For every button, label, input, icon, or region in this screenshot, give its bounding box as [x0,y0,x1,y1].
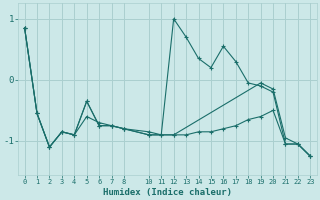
X-axis label: Humidex (Indice chaleur): Humidex (Indice chaleur) [103,188,232,197]
